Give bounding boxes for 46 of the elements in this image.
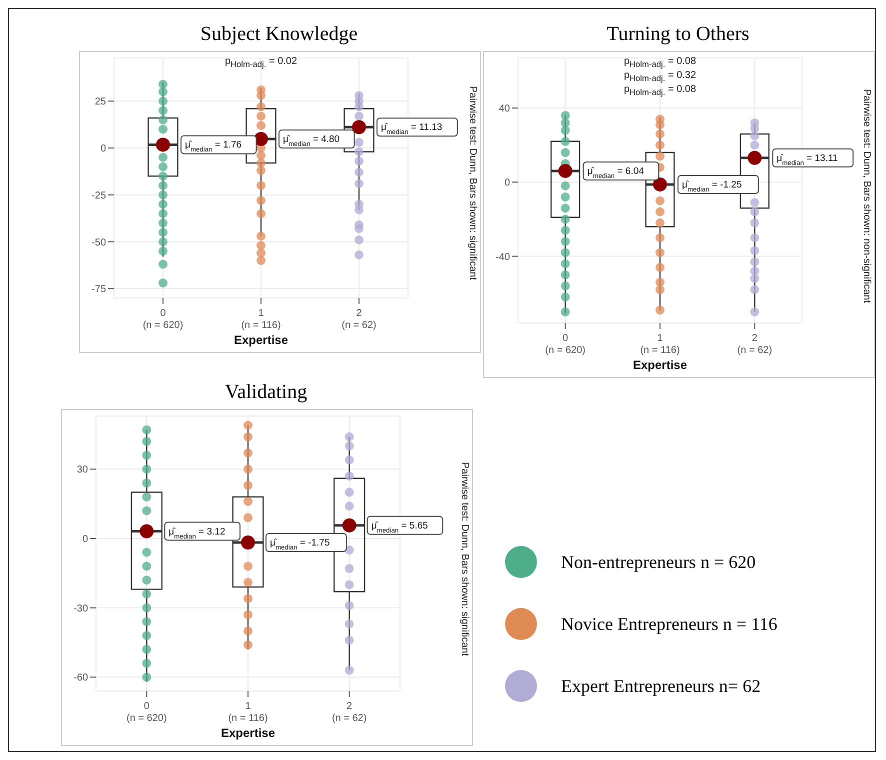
x-tick-label: 0 (n = 620) (142, 308, 184, 331)
annotation: μ̂$_{median}$ = 13.11 (776, 152, 838, 166)
y-tick-label: -50 (92, 237, 106, 248)
x-tick-label: 0 (n = 620) (545, 333, 586, 356)
y-tick-label: -60 (74, 672, 88, 684)
annotation: μ̂$_{median}$ = -1.25 (682, 179, 742, 193)
annotation: μ̂$_{median}$ = -1.75 (270, 538, 330, 552)
chart-title: Validating (224, 381, 308, 405)
x-tick-label: 0 (n = 620) (126, 701, 167, 724)
annotation: p$_{Holm-adj.}$ = 0.08 (622, 84, 698, 97)
annotation: μ̂$_{median}$ = 5.65 (371, 520, 428, 534)
x-axis-title: Expertise (220, 726, 276, 740)
y-tick-label: 25 (94, 96, 106, 108)
x-tick-label: 2 (n = 62) (737, 333, 772, 356)
text: Pairwise test: Dunn, Bars shown: significant (459, 460, 470, 658)
x-tick-label: 1 (n = 116) (640, 333, 680, 356)
annotation: μ̂$_{median}$ = 4.80 (283, 134, 340, 148)
legend-label: Expert Entrepreneurs n= 62 (561, 676, 761, 696)
annotation: μ̂$_{median}$ = 3.12 (168, 526, 226, 540)
y-tick-label: 0 (100, 144, 106, 155)
y-tick-label: -75 (92, 284, 106, 296)
y-tick-label: -40 (496, 252, 510, 263)
y-tick-label: 0 (504, 178, 510, 189)
legend-label: Novice Entrepreneurs n = 116 (561, 614, 778, 634)
y-tick-label: 40 (498, 104, 510, 115)
legend-label: Non-entrepreneurs n = 620 (561, 552, 756, 572)
y-tick-label: -30 (74, 603, 88, 614)
x-tick-label: 2 (n = 62) (342, 308, 376, 331)
chart-title: Subject Knowledge (199, 23, 359, 47)
annotation: μ̂$_{median}$ = 11.13 (381, 122, 442, 136)
annotation: p$_{Holm-adj.}$ = 0.08 (622, 56, 698, 69)
x-tick-label: 1 (n = 116) (228, 701, 268, 724)
annotation: μ̂$_{median}$ = 6.04 (587, 166, 644, 180)
y-tick-label: -25 (92, 190, 106, 202)
y-tick-label: 30 (76, 464, 88, 476)
x-axis-title: Expertise (632, 358, 688, 372)
y-tick-label: 0 (82, 534, 88, 546)
text: Pairwise test: Dunn, Bars shown: significant (467, 85, 478, 282)
annotation: p$_{Holm-adj.}$ = 0.02 (224, 56, 298, 69)
chart-title: Turning to Others (606, 23, 750, 47)
x-tick-label: 1 (n = 116) (241, 308, 281, 331)
text: Pairwise test: Dunn, Bars shown: non-significant (861, 88, 872, 305)
x-tick-label: 2 (n = 62) (332, 701, 367, 724)
annotation: μ̂$_{median}$ = 1.76 (185, 140, 242, 154)
x-axis-title: Expertise (234, 333, 288, 347)
annotation: p$_{Holm-adj.}$ = 0.32 (622, 70, 698, 83)
